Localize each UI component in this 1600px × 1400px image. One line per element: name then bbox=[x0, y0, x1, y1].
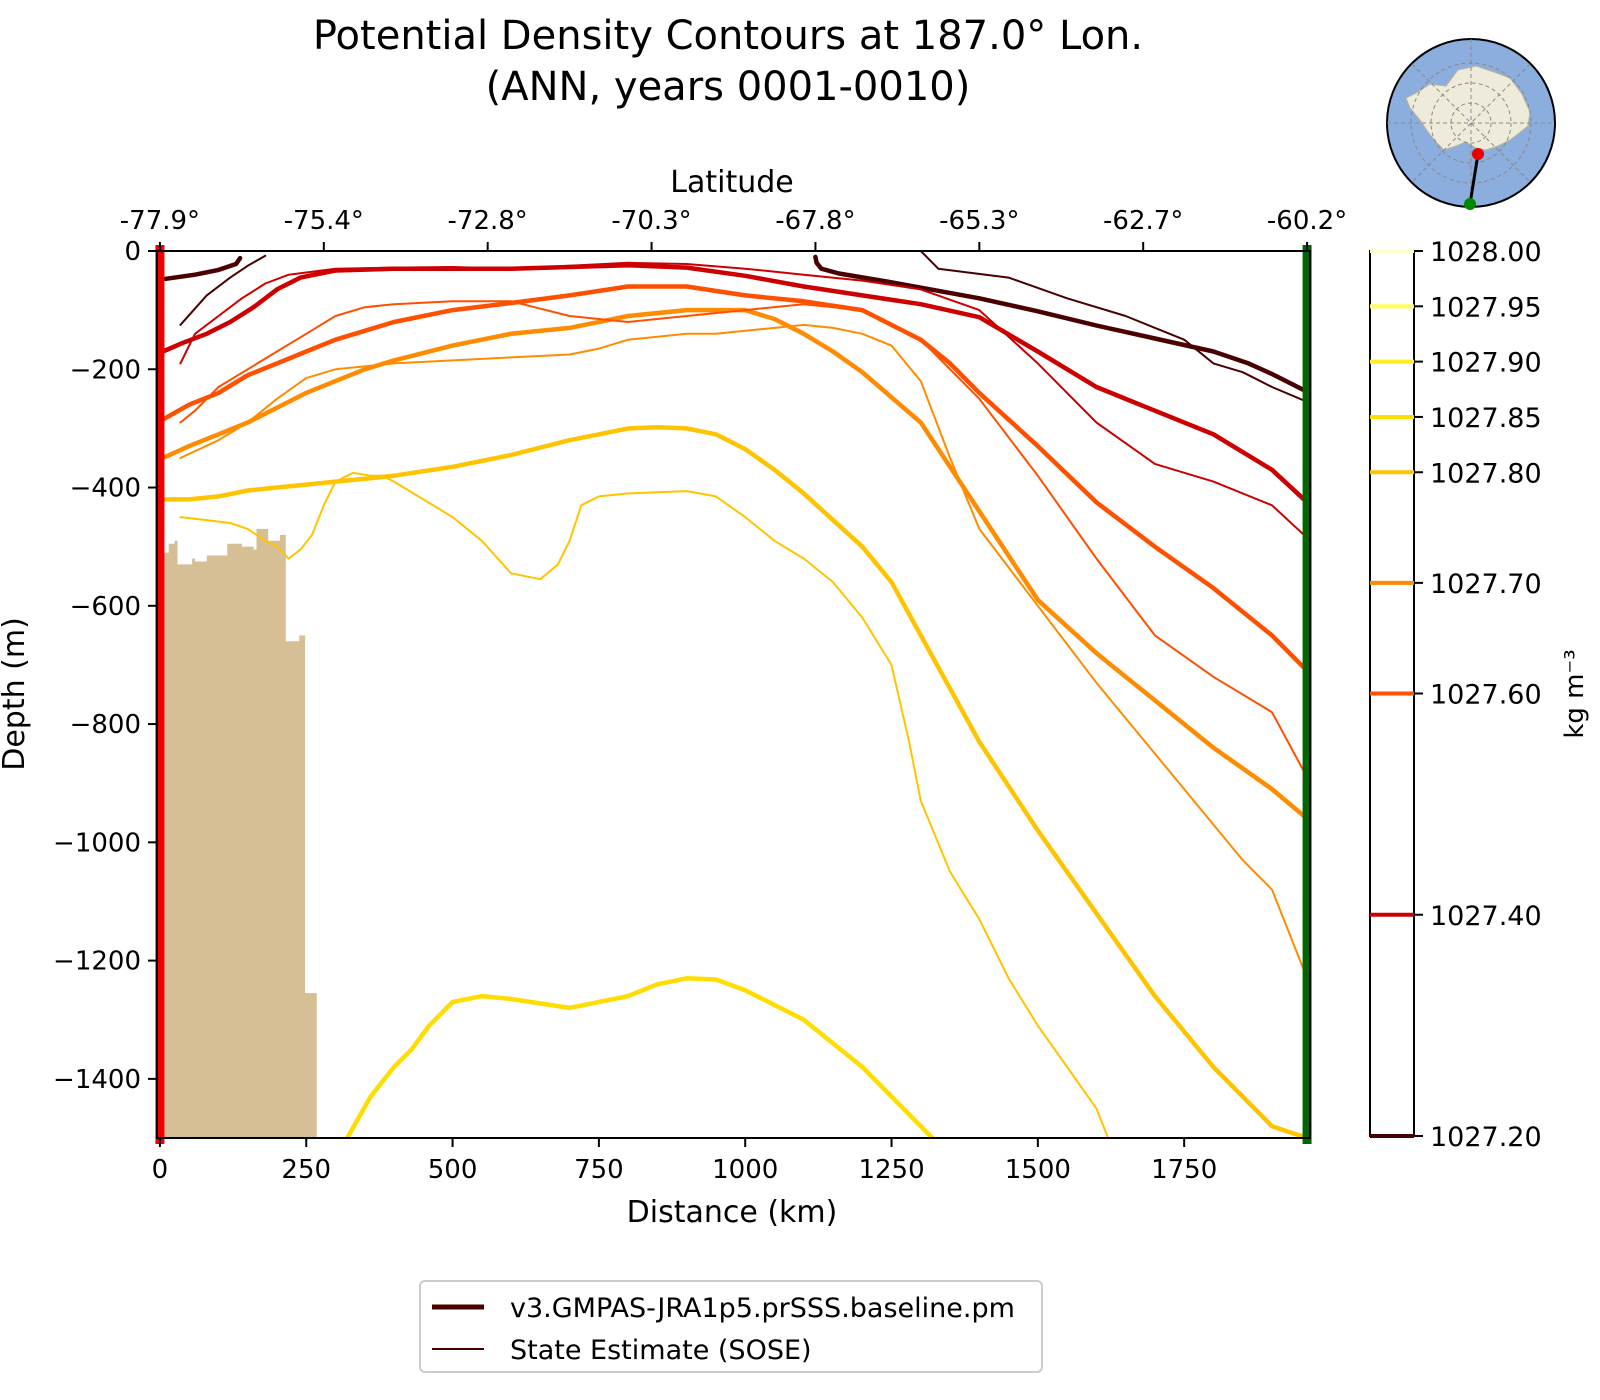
y-tick-label-6: −1200 bbox=[53, 947, 141, 977]
lat-tick-label-7: -60.2° bbox=[1267, 206, 1347, 236]
contour-model-1027.80-5 bbox=[160, 424, 1310, 1138]
antarctica-landmass bbox=[1405, 65, 1531, 151]
colorbar: 1028.00 1027.95 1027.90 1027.85 1027.80 1027.… bbox=[1369, 237, 1590, 1153]
lat-tick-label-1: -75.4° bbox=[284, 206, 364, 236]
contour-sose-1027.60-10 bbox=[179, 300, 1309, 779]
y-tick-label-1: −200 bbox=[70, 355, 141, 385]
contour-lines bbox=[160, 251, 1310, 1138]
y-tick-label-7: −1400 bbox=[53, 1065, 141, 1095]
bathymetry-shape bbox=[162, 528, 317, 1138]
contour-model-1027.60-3 bbox=[160, 284, 1310, 674]
lat-tick-label-0: -77.9° bbox=[120, 206, 200, 236]
x-tick-label-0: 0 bbox=[152, 1155, 169, 1185]
colorbar-tick-label-1027.60: 1027.60 bbox=[1430, 680, 1542, 711]
section-line bbox=[1468, 153, 1480, 205]
section-endpoints bbox=[155, 245, 1312, 1144]
latitude-axis: -77.9° -75.4° -72.8° -70.3° -67.8° -65.3° -62.… bbox=[120, 206, 1347, 251]
contour-model-1027.70-4 bbox=[160, 307, 1310, 821]
x-tick-label-1500: 1500 bbox=[1005, 1155, 1071, 1185]
chart-subtitle: (ANN, years 0001-0010) bbox=[486, 64, 971, 110]
contour-sose-1027.70-11 bbox=[179, 323, 1309, 980]
lat-tick-label-2: -72.8° bbox=[448, 206, 528, 236]
lat-tick-label-6: -62.7° bbox=[1103, 206, 1183, 236]
x-axis: 0 250 500 750 1000 1250 1500 1750 bbox=[152, 1138, 1217, 1185]
legend-label-model: v3.GMPAS-JRA1p5.prSSS.baseline.pm bbox=[510, 1293, 1015, 1324]
y-axis: 0 −200 −400 −600 −800 −1000 −1200 −1400 bbox=[53, 237, 157, 1095]
colorbar-tick-label-1027.90: 1027.90 bbox=[1430, 348, 1542, 379]
colorbar-tick-label-1027.20: 1027.20 bbox=[1430, 1122, 1542, 1153]
contour-model-1027.85-6 bbox=[344, 976, 935, 1138]
colorbar-tick-label-1027.70: 1027.70 bbox=[1430, 569, 1542, 600]
legend: v3.GMPAS-JRA1p5.prSSS.baseline.pm State … bbox=[419, 1280, 1043, 1373]
map-graticule bbox=[1387, 39, 1555, 207]
section-end-marker bbox=[1464, 198, 1476, 210]
y-tick-label-0: 0 bbox=[124, 237, 141, 267]
legend-box bbox=[419, 1280, 1043, 1373]
contour-sose-1027.20-7 bbox=[179, 254, 267, 326]
plot-frame bbox=[156, 250, 1311, 1139]
x-tick-label-750: 750 bbox=[574, 1155, 624, 1185]
contour-sose-1027.80-12 bbox=[179, 471, 1110, 1138]
bathymetry bbox=[162, 528, 317, 1138]
lat-tick-label-3: -70.3° bbox=[611, 206, 691, 236]
contour-sose-1027.20-8 bbox=[919, 251, 1309, 403]
x-tick-label-1750: 1750 bbox=[1151, 1155, 1217, 1185]
top-axis-label: Latitude bbox=[670, 165, 793, 200]
colorbar-tick-label-1027.85: 1027.85 bbox=[1430, 403, 1542, 434]
contour-model-1027.20-1 bbox=[813, 254, 1310, 394]
x-tick-label-1000: 1000 bbox=[712, 1155, 778, 1185]
y-tick-label-5: −1000 bbox=[53, 828, 141, 858]
contour-model-1027.40-2 bbox=[160, 262, 1310, 505]
contour-model-1027.20-0 bbox=[163, 255, 243, 282]
inset-polar-map bbox=[1386, 38, 1556, 210]
lat-tick-label-4: -67.8° bbox=[775, 206, 855, 236]
colorbar-label: kg m⁻³ bbox=[1560, 649, 1590, 738]
x-tick-label-250: 250 bbox=[281, 1155, 331, 1185]
section-start-marker bbox=[1472, 148, 1484, 160]
x-axis-label: Distance (km) bbox=[627, 1195, 838, 1230]
y-tick-label-4: −800 bbox=[70, 710, 141, 740]
lat-tick-label-5: -65.3° bbox=[939, 206, 1019, 236]
colorbar-levels: 1028.00 1027.95 1027.90 1027.85 1027.80 1027.… bbox=[1370, 237, 1542, 1153]
colorbar-tick-label-1027.95: 1027.95 bbox=[1430, 292, 1542, 323]
y-axis-label: Depth (m) bbox=[0, 617, 32, 771]
colorbar-tick-label-1027.40: 1027.40 bbox=[1430, 901, 1542, 932]
chart-title: Potential Density Contours at 187.0° Lon… bbox=[313, 13, 1143, 59]
contour-sose-1027.40-9 bbox=[179, 261, 1309, 539]
x-tick-label-1250: 1250 bbox=[858, 1155, 924, 1185]
colorbar-tick-label-1028.00: 1028.00 bbox=[1430, 237, 1542, 268]
y-tick-label-2: −400 bbox=[70, 474, 141, 504]
legend-label-sose: State Estimate (SOSE) bbox=[510, 1335, 812, 1366]
x-tick-label-500: 500 bbox=[428, 1155, 478, 1185]
colorbar-tick-label-1027.80: 1027.80 bbox=[1430, 458, 1542, 489]
y-tick-label-3: −600 bbox=[70, 592, 141, 622]
